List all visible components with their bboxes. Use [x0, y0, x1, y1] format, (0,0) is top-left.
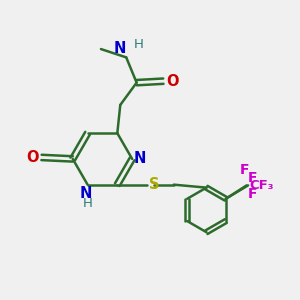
Text: H: H [134, 38, 143, 51]
Text: F: F [240, 163, 250, 177]
Text: O: O [166, 74, 178, 89]
Text: F: F [248, 171, 258, 185]
Text: CF₃: CF₃ [250, 179, 274, 192]
Text: O: O [27, 150, 39, 165]
Text: N: N [80, 186, 92, 201]
Text: N: N [113, 41, 126, 56]
Text: N: N [134, 151, 146, 166]
Text: S: S [148, 177, 159, 192]
Text: F: F [248, 188, 258, 202]
Text: H: H [83, 197, 93, 210]
